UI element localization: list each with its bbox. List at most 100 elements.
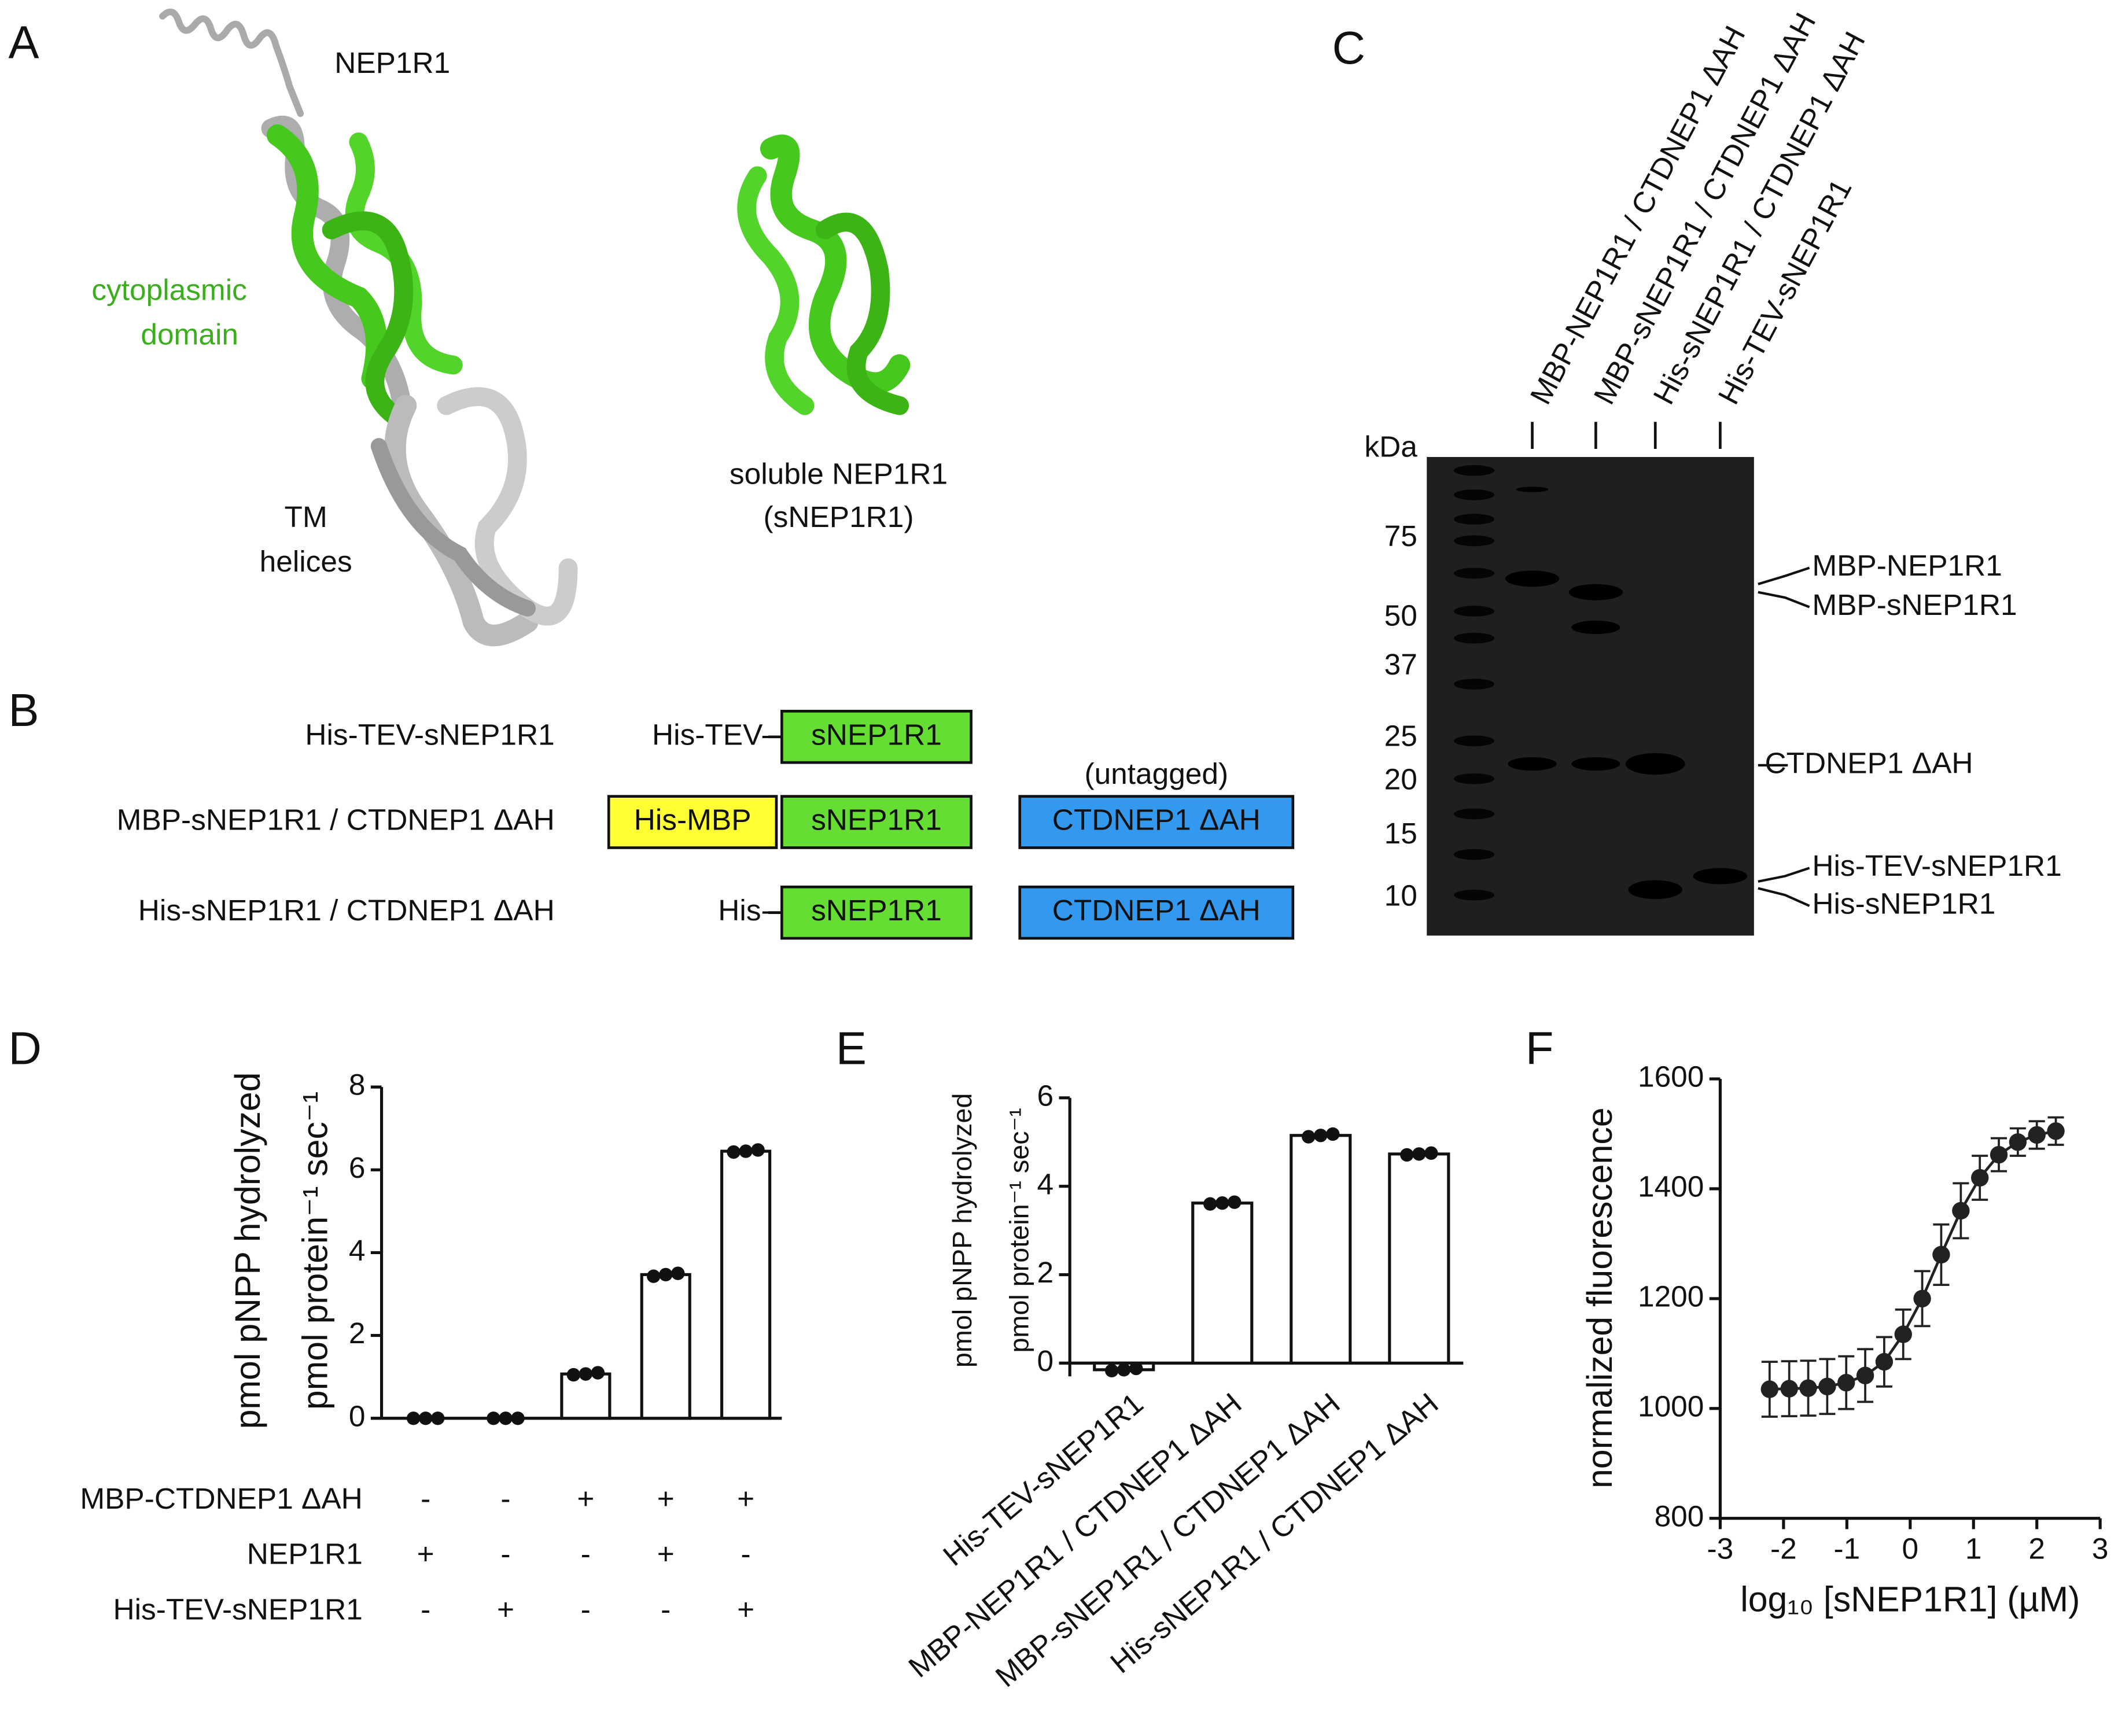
x-tick-label: -2	[1770, 1531, 1797, 1565]
y-tick-label: 1200	[1638, 1279, 1704, 1313]
y-tick-label: 2	[1037, 1255, 1054, 1289]
partner-box	[1018, 795, 1295, 849]
gel-band	[1571, 620, 1620, 635]
condition-symbol: +	[417, 1537, 434, 1571]
y-tick-label: 6	[349, 1151, 366, 1184]
ladder-band	[1453, 773, 1495, 784]
condition-symbol: -	[500, 1481, 510, 1515]
panel-label: D	[8, 1022, 41, 1074]
structure-soluble	[737, 134, 911, 415]
condition-symbol: -	[741, 1537, 751, 1571]
band-label: CTDNEP1 ΔAH	[1765, 746, 1973, 779]
ladder-band	[1453, 514, 1495, 525]
structure-label: NEP1R1	[334, 46, 450, 79]
construct-name: MBP-sNEP1R1 / CTDNEP1 ΔAH	[117, 803, 555, 836]
marker-label: 10	[1384, 878, 1417, 912]
data-point	[659, 1267, 673, 1282]
data-point	[1990, 1145, 2008, 1164]
data-point	[1104, 1363, 1119, 1378]
data-point	[1228, 1195, 1242, 1209]
panel-label: C	[1332, 22, 1365, 73]
ladder-band	[1453, 632, 1495, 644]
y-tick-label: 1400	[1638, 1170, 1704, 1203]
x-tick-label: 2	[2028, 1531, 2045, 1565]
data-point	[1818, 1377, 1836, 1396]
marker-label: 50	[1384, 599, 1417, 632]
data-point	[1215, 1196, 1229, 1210]
x-tick-label: 1	[1965, 1531, 1982, 1565]
panel-label: E	[836, 1022, 867, 1074]
ladder-band	[1453, 535, 1495, 547]
data-point	[499, 1411, 513, 1425]
condition-symbol: +	[577, 1481, 594, 1515]
x-tick-label: -3	[1707, 1531, 1734, 1565]
band-label: His-TEV-sNEP1R1	[1812, 849, 2061, 882]
structure-label: domain	[141, 318, 238, 351]
x-tick-label: 3	[2092, 1531, 2109, 1565]
gel	[1427, 456, 1754, 936]
y-tick-label: 0	[349, 1399, 366, 1432]
y-tick-label: 800	[1655, 1499, 1704, 1532]
data-point	[1799, 1379, 1817, 1397]
band-label: MBP-NEP1R1	[1812, 548, 2002, 582]
partner-label: CTDNEP1 ΔAH	[1052, 803, 1261, 836]
condition-symbol: -	[421, 1593, 430, 1626]
fit-line	[1769, 1130, 2057, 1391]
y-tick-label: 4	[349, 1233, 366, 1267]
data-point	[1932, 1245, 1950, 1264]
data-point	[579, 1367, 593, 1381]
y-tick-label: 8	[349, 1068, 366, 1101]
panel-label: B	[8, 684, 39, 736]
bar	[720, 1149, 772, 1420]
bar	[1191, 1201, 1254, 1365]
data-point	[727, 1145, 741, 1159]
data-point	[406, 1411, 421, 1425]
gel-band	[1625, 753, 1685, 775]
data-point	[1129, 1361, 1143, 1376]
gel-band	[1571, 757, 1620, 771]
data-point	[1326, 1127, 1340, 1141]
data-point	[1856, 1366, 1874, 1385]
y-tick-label: 2	[349, 1316, 366, 1350]
ladder-band	[1453, 735, 1495, 747]
y-tick-label: 6	[1037, 1078, 1054, 1112]
data-point	[1302, 1130, 1316, 1144]
marker-label: 25	[1384, 719, 1417, 753]
ladder-band	[1453, 489, 1495, 500]
data-point	[739, 1144, 753, 1158]
marker-label: 20	[1384, 762, 1417, 795]
data-point	[1952, 1201, 1970, 1220]
data-point	[591, 1366, 605, 1380]
data-point	[1875, 1352, 1894, 1371]
tag-box-label: His-MBP	[634, 803, 752, 836]
x-axis-label: log₁₀ [sNEP1R1] (µM)	[1740, 1580, 2080, 1619]
ladder-band	[1453, 606, 1495, 617]
panel-label: A	[8, 16, 39, 68]
domain-box	[780, 885, 973, 940]
data-point	[1424, 1146, 1438, 1160]
ladder-band	[1453, 889, 1495, 901]
data-point	[1400, 1148, 1414, 1162]
partner-label: CTDNEP1 ΔAH	[1052, 893, 1261, 927]
kda-label: kDa	[1364, 430, 1417, 463]
data-point	[566, 1368, 581, 1382]
data-point	[511, 1411, 525, 1425]
tag-box	[607, 795, 778, 849]
condition-symbol: +	[737, 1593, 754, 1626]
structure-label: TM	[285, 500, 327, 533]
condition-symbol: -	[661, 1593, 671, 1626]
tag-label: His-TEV-	[652, 717, 771, 751]
structure-label: (sNEP1R1)	[764, 500, 914, 533]
data-point	[2009, 1133, 2027, 1151]
gel-band	[1508, 757, 1557, 771]
domain-box	[780, 795, 973, 849]
domain-label: sNEP1R1	[811, 803, 942, 836]
gel-band	[1628, 880, 1682, 900]
y-axis-label: pmol protein⁻¹ sec⁻¹	[296, 1092, 335, 1410]
y-tick-label: 0	[1037, 1344, 1054, 1377]
leader-line	[1758, 591, 1810, 609]
condition-symbol: +	[657, 1537, 675, 1571]
condition-label: NEP1R1	[247, 1537, 363, 1571]
y-axis-label: normalized fluorescence	[1580, 1108, 1619, 1488]
